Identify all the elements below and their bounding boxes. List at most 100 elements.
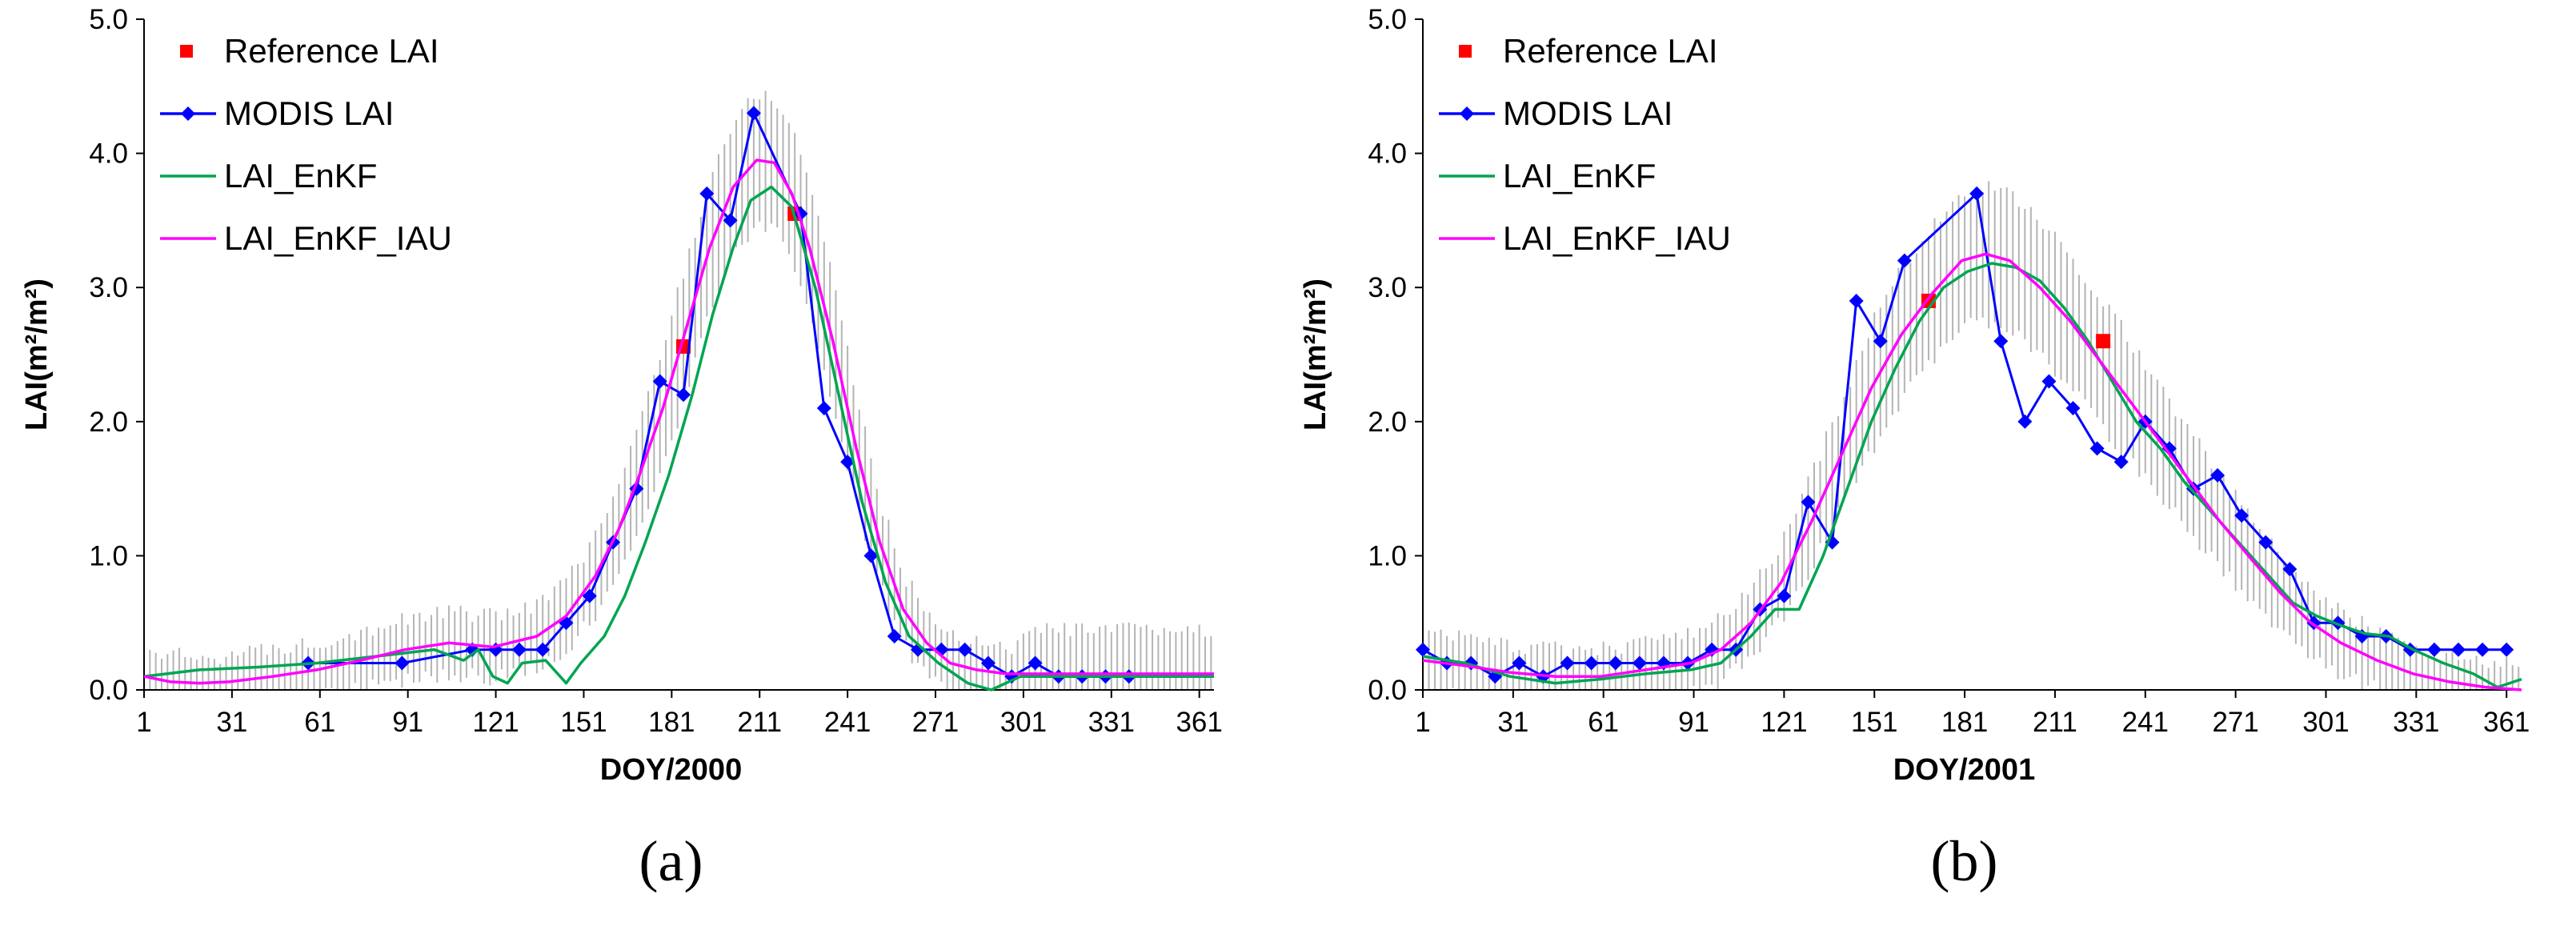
y-tick-label: 2.0 xyxy=(1368,407,1407,438)
y-tick-label: 0.0 xyxy=(1368,675,1407,706)
modis-point xyxy=(2451,642,2466,657)
legend-item: Reference LAI xyxy=(1459,32,1718,70)
modis-point xyxy=(1560,655,1575,671)
modis-point xyxy=(2065,401,2081,416)
series-modis-lai xyxy=(1416,186,2514,684)
modis-point xyxy=(511,642,527,657)
modis-point xyxy=(2210,467,2225,483)
legend-label: MODIS LAI xyxy=(224,94,394,132)
legend-item: MODIS LAI xyxy=(1439,94,1673,132)
y-tick-label: 5.0 xyxy=(89,4,128,35)
modis-point xyxy=(395,655,410,671)
y-tick-label: 0.0 xyxy=(89,675,128,706)
modis-point xyxy=(2041,374,2057,389)
modis-point xyxy=(887,628,902,643)
panel-label: (b) xyxy=(1931,829,1998,893)
series-lai-enkf xyxy=(1422,262,2522,689)
x-tick-label: 361 xyxy=(2483,707,2530,738)
x-tick-label: 301 xyxy=(2302,707,2349,738)
legend-item: LAI_EnKF xyxy=(160,157,377,194)
legend-swatch xyxy=(180,45,193,58)
modis-point xyxy=(2234,508,2249,523)
x-tick-label: 91 xyxy=(392,707,423,738)
series-lai-enkf-iau xyxy=(143,158,1214,685)
x-tick-label: 31 xyxy=(216,707,247,738)
x-tick-label: 1 xyxy=(136,707,151,738)
legend-item: LAI_EnKF_IAU xyxy=(1439,219,1731,257)
x-tick-label: 61 xyxy=(304,707,335,738)
legend-label: LAI_EnKF_IAU xyxy=(224,219,452,257)
legend-marker xyxy=(1460,106,1474,121)
x-tick-label: 211 xyxy=(737,707,782,738)
x-tick-label: 241 xyxy=(824,707,871,738)
modis-point xyxy=(2017,414,2033,429)
modis-point xyxy=(1897,253,1912,268)
modis-point xyxy=(2258,535,2274,550)
modis-point xyxy=(863,548,879,563)
legend-item: LAI_EnKF_IAU xyxy=(160,219,452,257)
modis-point xyxy=(2282,562,2298,577)
modis-point xyxy=(980,655,996,671)
modis-point xyxy=(1993,334,2009,349)
legend-item: Reference LAI xyxy=(180,32,439,70)
x-tick-label: 331 xyxy=(2393,707,2439,738)
legend-label: LAI_EnKF_IAU xyxy=(1503,219,1731,257)
modis-point xyxy=(582,588,597,603)
series-line xyxy=(143,185,1214,691)
modis-point xyxy=(1825,535,1840,550)
modis-point xyxy=(1777,588,1792,603)
modis-point xyxy=(1512,655,1527,671)
modis-point xyxy=(1849,293,1864,308)
x-tick-label: 61 xyxy=(1588,707,1619,738)
x-tick-label: 301 xyxy=(1000,707,1047,738)
modis-point xyxy=(2089,441,2105,456)
y-axis-title: LAI(m²/m²) xyxy=(20,279,54,431)
modis-point xyxy=(1028,655,1043,671)
modis-point xyxy=(1416,642,1430,657)
legend-item: LAI_EnKF xyxy=(1439,157,1656,194)
modis-point xyxy=(1632,655,1647,671)
modis-point xyxy=(1608,655,1623,671)
modis-point xyxy=(840,455,855,470)
series-lai-enkf-iau xyxy=(1422,252,2522,691)
x-tick-label: 151 xyxy=(1851,707,1897,738)
x-tick-label: 31 xyxy=(1497,707,1528,738)
x-tick-label: 211 xyxy=(2033,707,2077,738)
lai-chart-2000: 0.0 1.0 2.0 3.0 4.0 5.0 1 31 61 91 121 151 181 211 241… xyxy=(20,4,1223,893)
series-lai-enkf xyxy=(143,185,1214,691)
y-tick-label: 1.0 xyxy=(89,540,128,571)
modis-point xyxy=(675,387,691,403)
x-tick-label: 121 xyxy=(1761,707,1807,738)
modis-point xyxy=(746,106,761,121)
y-tick-label: 4.0 xyxy=(89,138,128,170)
modis-point xyxy=(2426,642,2442,657)
legend-swatch xyxy=(1459,45,1472,58)
y-axis-title: LAI(m²/m²) xyxy=(1299,279,1332,431)
reference-point xyxy=(2096,334,2111,349)
y-tick-label: 3.0 xyxy=(1368,272,1407,303)
x-tick-label: 181 xyxy=(1941,707,1988,738)
legend-item: MODIS LAI xyxy=(160,94,394,132)
y-tick-label: 1.0 xyxy=(1368,540,1407,571)
panel-label: (a) xyxy=(639,829,703,893)
modis-point xyxy=(723,213,738,228)
legend-label: Reference LAI xyxy=(1503,32,1718,70)
modis-point xyxy=(652,374,667,389)
legend-marker xyxy=(181,106,195,121)
modis-point xyxy=(1873,334,1888,349)
modis-point xyxy=(2185,481,2201,496)
lai-chart-2001: 0.0 1.0 2.0 3.0 4.0 5.0 1 31 61 91 121 151 181 211 241… xyxy=(1299,4,2530,893)
x-tick-label: 181 xyxy=(648,707,695,738)
series-line xyxy=(143,158,1214,685)
modis-point xyxy=(1969,186,1985,201)
x-tick-label: 271 xyxy=(912,707,959,738)
x-axis-title: DOY/2001 xyxy=(1893,753,2035,787)
y-tick-label: 4.0 xyxy=(1368,138,1407,170)
x-tick-label: 361 xyxy=(1176,707,1222,738)
x-axis-title: DOY/2000 xyxy=(600,753,742,787)
x-tick-label: 151 xyxy=(560,707,607,738)
x-tick-label: 91 xyxy=(1678,707,1709,738)
legend-label: MODIS LAI xyxy=(1503,94,1673,132)
x-tick-label: 121 xyxy=(472,707,519,738)
chart-panel-a: 0.0 1.0 2.0 3.0 4.0 5.0 1 31 61 91 121 151 181 211 241… xyxy=(0,0,1272,930)
